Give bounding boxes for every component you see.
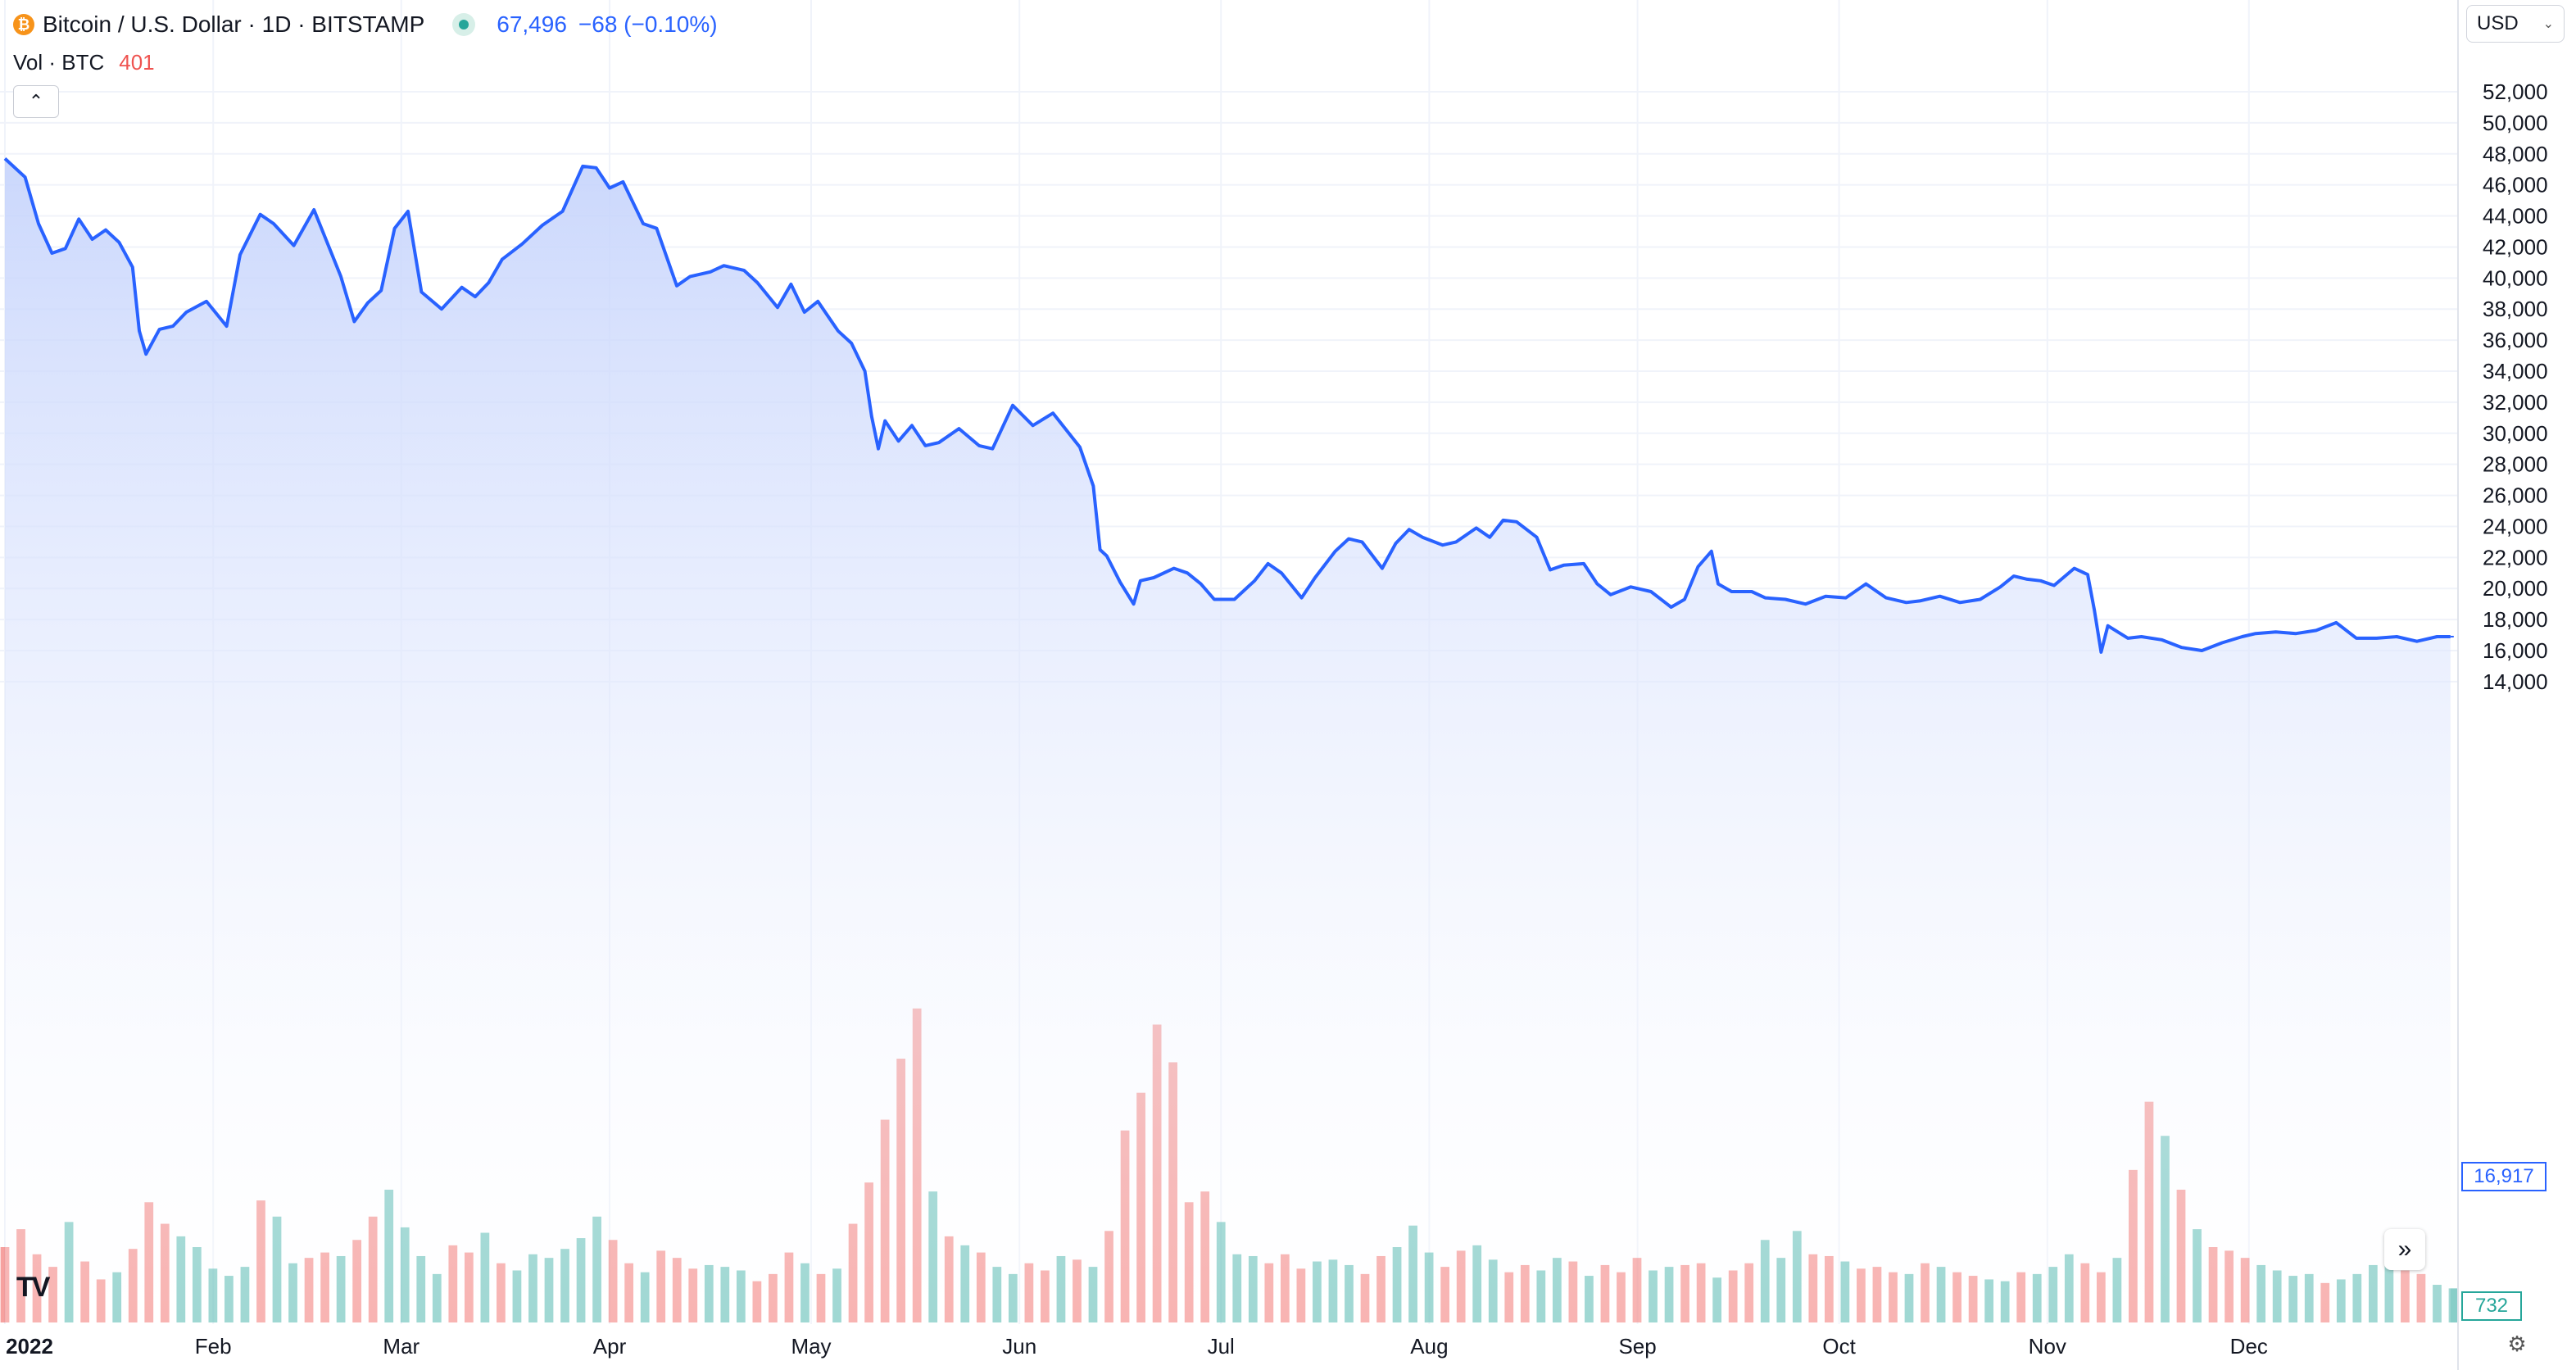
price-line [3,157,2451,654]
x-tick-label: Apr [593,1334,627,1359]
y-tick-label: 28,000 [2483,452,2548,477]
y-tick-label: 52,000 [2483,79,2548,104]
x-tick-label: Dec [2230,1334,2268,1359]
y-tick-label: 20,000 [2483,576,2548,601]
currency-selector[interactable]: USD ⌄ [2466,5,2565,43]
volume-value: 401 [119,49,155,75]
y-tick-label: 40,000 [2483,265,2548,290]
last-volume-axis-label: 732 [2461,1291,2522,1321]
y-tick-label: 50,000 [2483,111,2548,135]
volume-label: Vol · BTC [13,49,105,75]
y-tick-label: 22,000 [2483,545,2548,569]
volume-bar [2448,1288,2458,1322]
chevron-down-icon: ⌄ [2542,17,2554,31]
price-change: −68 (−0.10%) [578,11,718,37]
y-tick-label: 44,000 [2483,204,2548,229]
x-tick-label: Jul [1208,1334,1235,1359]
y-tick-label: 16,000 [2483,638,2548,663]
scroll-to-realtime-button[interactable]: » [2384,1229,2425,1270]
collapse-legend-button[interactable]: ⌃ [13,85,59,118]
y-tick-label: 26,000 [2483,483,2548,508]
last-price: 67,496 [497,11,567,37]
y-tick-label: 36,000 [2483,328,2548,352]
price-area-fill [5,158,2451,1324]
price-area [3,157,2458,1324]
y-tick-label: 42,000 [2483,234,2548,259]
symbol-legend[interactable]: ₿ Bitcoin / U.S. Dollar · 1D · BITSTAMP … [13,8,718,41]
time-axis[interactable]: 2022 Feb Mar Apr May Jun Jul Aug Sep Oct Nov Dec [6,1334,2268,1359]
y-tick-label: 24,000 [2483,514,2548,538]
currency-label: USD [2477,12,2519,34]
x-tick-label: Mar [383,1334,420,1359]
x-tick-label: Feb [195,1334,232,1359]
volume-legend[interactable]: Vol · BTC 401 [13,48,155,77]
y-tick-label: 48,000 [2483,142,2548,166]
y-tick-label: 34,000 [2483,359,2548,383]
market-open-icon [452,13,476,36]
y-tick-label: 32,000 [2483,390,2548,415]
x-tick-label: May [791,1334,831,1359]
double-chevron-right-icon: » [2397,1236,2412,1263]
y-tick-label: 18,000 [2483,607,2548,632]
last-price-axis-label: 16,917 [2461,1162,2547,1191]
chart-settings-button[interactable]: ⚙ [2501,1327,2533,1360]
price-axis[interactable]: 14,000 16,000 18,000 20,000 22,000 24,000 26,0… [2457,0,2548,1370]
settings-icon: ⚙ [2507,1331,2527,1356]
tradingview-logo[interactable]: TV [16,1272,50,1303]
chevron-up-icon: ⌃ [28,91,44,111]
x-tick-label: Oct [1822,1334,1856,1359]
x-tick-label: 2022 [6,1334,53,1359]
y-tick-label: 38,000 [2483,297,2548,321]
y-tick-label: 46,000 [2483,173,2548,197]
x-tick-label: Sep [1618,1334,1656,1359]
y-tick-label: 14,000 [2483,669,2548,694]
y-tick-label: 30,000 [2483,421,2548,446]
symbol-title[interactable]: Bitcoin / U.S. Dollar · 1D · BITSTAMP [43,11,425,37]
x-tick-label: Jun [1002,1334,1036,1359]
x-tick-label: Nov [2029,1334,2066,1359]
bitcoin-icon: ₿ [13,14,34,35]
x-tick-label: Aug [1410,1334,1448,1359]
